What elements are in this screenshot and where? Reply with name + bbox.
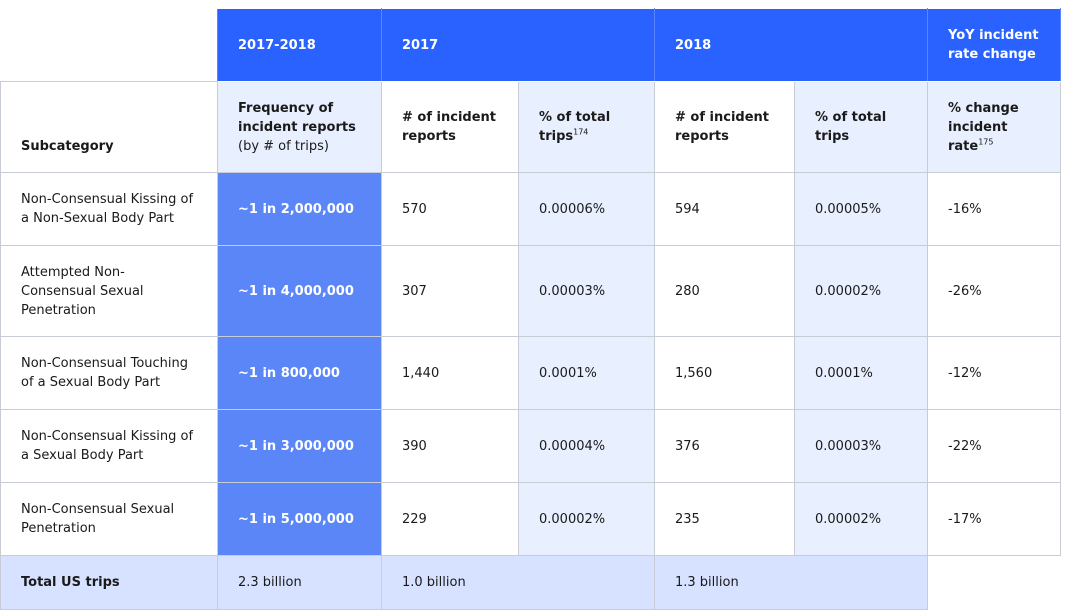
incident-table: 2017-2018 2017 2018 YoY incident rate ch… <box>0 8 1061 610</box>
frequency-header: Frequency of incident reports (by # of t… <box>217 81 382 173</box>
change-cell: -22% <box>927 409 1061 483</box>
subcategory-cell: Non-Consensual Kissing of a Non-Sexual B… <box>0 172 218 246</box>
table-row: Attempted Non-Consensual Sexual Penetrat… <box>0 245 1061 337</box>
sub-header-row: Subcategory Frequency of incident report… <box>0 81 1061 173</box>
table-row: Non-Consensual Kissing of a Sexual Body … <box>0 409 1061 483</box>
pct-2018-header: % of total trips <box>794 81 928 173</box>
blank-corner <box>0 8 218 82</box>
footnote-174: 174 <box>573 127 589 137</box>
header-period: 2017-2018 <box>217 8 382 82</box>
footnote-175: 175 <box>978 137 994 147</box>
frequency-header-note: (by # of trips) <box>238 138 329 154</box>
header-2017: 2017 <box>381 8 655 82</box>
frequency-cell: ~1 in 3,000,000 <box>217 409 382 483</box>
reports-2017-cell: 229 <box>381 482 519 556</box>
change-cell: -12% <box>927 336 1061 410</box>
reports-2018-header: # of incident reports <box>654 81 795 173</box>
reports-2018-cell: 1,560 <box>654 336 795 410</box>
subcategory-cell: Non-Consensual Touching of a Sexual Body… <box>0 336 218 410</box>
pct-2018-cell: 0.00003% <box>794 409 928 483</box>
subcategory-cell: Attempted Non-Consensual Sexual Penetrat… <box>0 245 218 337</box>
frequency-cell: ~1 in 800,000 <box>217 336 382 410</box>
pct-2018-cell: 0.00002% <box>794 245 928 337</box>
pct-2018-cell: 0.0001% <box>794 336 928 410</box>
pct-2017-cell: 0.00004% <box>518 409 655 483</box>
header-2018: 2018 <box>654 8 928 82</box>
frequency-cell: ~1 in 5,000,000 <box>217 482 382 556</box>
top-header-row: 2017-2018 2017 2018 YoY incident rate ch… <box>0 8 1061 82</box>
header-yoy: YoY incident rate change <box>927 8 1061 82</box>
table-row: Non-Consensual Touching of a Sexual Body… <box>0 336 1061 410</box>
table-row: Non-Consensual Kissing of a Non-Sexual B… <box>0 172 1061 246</box>
total-empty <box>927 555 1061 610</box>
frequency-cell: ~1 in 4,000,000 <box>217 245 382 337</box>
total-row: Total US trips 2.3 billion 1.0 billion 1… <box>0 555 1061 610</box>
reports-2017-cell: 307 <box>381 245 519 337</box>
total-period: 2.3 billion <box>217 555 382 610</box>
change-cell: -17% <box>927 482 1061 556</box>
reports-2018-cell: 235 <box>654 482 795 556</box>
table-row: Non-Consensual Sexual Penetration ~1 in … <box>0 482 1061 556</box>
subcategory-cell: Non-Consensual Kissing of a Sexual Body … <box>0 409 218 483</box>
change-cell: -16% <box>927 172 1061 246</box>
pct-2017-header-label: % of total trips <box>539 110 611 144</box>
reports-2017-header: # of incident reports <box>381 81 519 173</box>
total-label: Total US trips <box>0 555 218 610</box>
pct-2017-cell: 0.00006% <box>518 172 655 246</box>
pct-2017-cell: 0.0001% <box>518 336 655 410</box>
reports-2018-cell: 280 <box>654 245 795 337</box>
reports-2017-cell: 390 <box>381 409 519 483</box>
pct-2017-cell: 0.00003% <box>518 245 655 337</box>
reports-2018-cell: 376 <box>654 409 795 483</box>
reports-2018-cell: 594 <box>654 172 795 246</box>
change-header-label: % change incident rate <box>948 100 1019 154</box>
reports-2017-cell: 570 <box>381 172 519 246</box>
pct-2018-cell: 0.00005% <box>794 172 928 246</box>
frequency-cell: ~1 in 2,000,000 <box>217 172 382 246</box>
change-cell: -26% <box>927 245 1061 337</box>
change-header: % change incident rate175 <box>927 81 1061 173</box>
frequency-header-label: Frequency of incident reports <box>238 100 356 135</box>
subcategory-header: Subcategory <box>0 81 218 173</box>
total-2017: 1.0 billion <box>381 555 655 610</box>
pct-2018-cell: 0.00002% <box>794 482 928 556</box>
pct-2017-cell: 0.00002% <box>518 482 655 556</box>
reports-2017-cell: 1,440 <box>381 336 519 410</box>
subcategory-cell: Non-Consensual Sexual Penetration <box>0 482 218 556</box>
total-2018: 1.3 billion <box>654 555 928 610</box>
pct-2017-header: % of total trips174 <box>518 81 655 173</box>
